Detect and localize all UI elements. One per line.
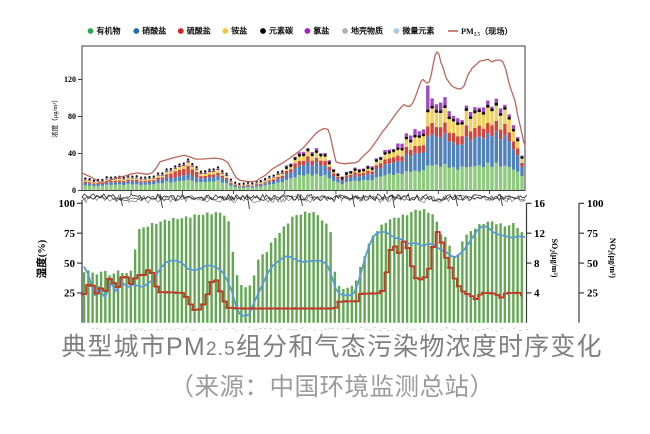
svg-text:有机物: 有机物 [97,26,121,36]
svg-text:铵盐: 铵盐 [231,26,247,36]
svg-text:25: 25 [587,288,599,300]
svg-text:75: 75 [587,228,599,240]
svg-text:元素碳: 元素碳 [269,26,294,36]
svg-text:PM2.5（现场）: PM2.5（现场） [461,26,513,38]
svg-text:SO2(μg/m³): SO2(μg/m³) [549,239,560,278]
svg-text:40: 40 [68,149,76,158]
svg-text:75: 75 [64,228,76,240]
svg-text:湿度(%): 湿度(%) [35,239,48,278]
svg-text:50: 50 [64,258,76,270]
svg-text:微量元素: 微量元素 [401,26,434,36]
svg-text:浓度（μg/m³）: 浓度（μg/m³） [50,96,59,138]
svg-text:硫酸盐: 硫酸盐 [187,26,211,36]
svg-text:地壳物质: 地壳物质 [351,26,383,36]
svg-text:12: 12 [534,228,546,240]
svg-text:NO2(μg/m³): NO2(μg/m³) [607,238,618,278]
svg-text:硝酸盐: 硝酸盐 [142,26,166,36]
svg-text:50: 50 [587,258,599,270]
svg-text:氯盐: 氯盐 [313,26,329,36]
svg-text:120: 120 [64,75,76,84]
svg-text:16: 16 [534,198,546,210]
svg-text:0: 0 [72,186,76,195]
svg-text:100: 100 [587,198,604,210]
svg-text:25: 25 [64,288,76,300]
svg-text:4: 4 [534,288,540,300]
svg-text:8: 8 [534,258,540,270]
svg-text:100: 100 [59,198,76,210]
svg-text:80: 80 [68,112,76,121]
